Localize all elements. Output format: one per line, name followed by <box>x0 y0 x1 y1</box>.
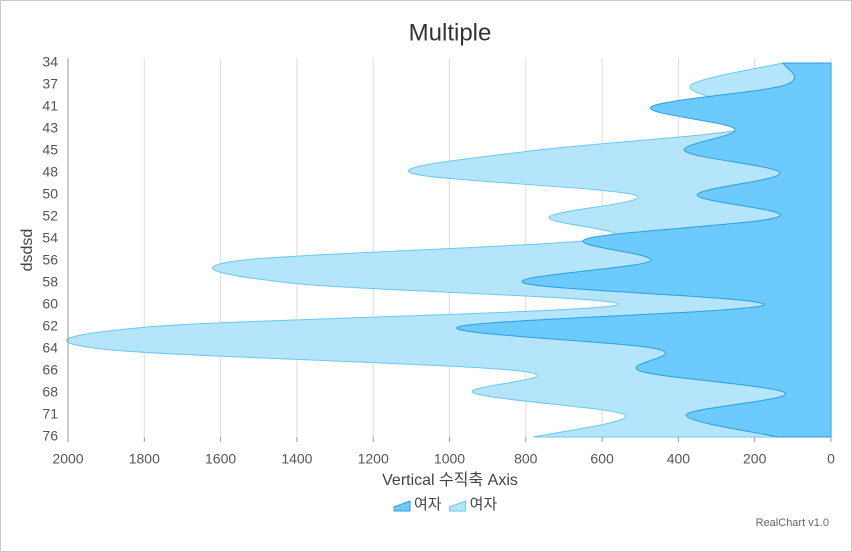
y-tick-label: 50 <box>42 186 58 202</box>
x-tick-label: 1000 <box>434 451 465 467</box>
y-tick-label: 60 <box>42 296 58 312</box>
chart-title: Multiple <box>409 19 492 46</box>
area <box>456 62 832 438</box>
legend-label: 여자 <box>470 496 498 513</box>
y-tick-label: 71 <box>42 406 58 422</box>
y-tick-label: 45 <box>42 142 58 158</box>
x-axis-title: Vertical 수직축 Axis <box>382 471 518 489</box>
x-tick-label: 1400 <box>281 451 312 467</box>
y-tick-label: 68 <box>42 384 58 400</box>
x-tick-label: 1600 <box>205 451 236 467</box>
y-tick-label: 34 <box>42 54 58 70</box>
y-tick-label: 52 <box>42 208 58 224</box>
y-tick-label: 66 <box>42 362 58 378</box>
y-tick-label: 56 <box>42 252 58 268</box>
legend-swatch <box>393 500 411 512</box>
x-tick-label: 800 <box>514 451 538 467</box>
y-tick-label: 76 <box>42 428 58 444</box>
x-tick-label: 600 <box>590 451 614 467</box>
x-tick-label: 200 <box>743 451 767 467</box>
legend-swatch <box>449 500 467 512</box>
y-tick-label: 41 <box>42 98 58 114</box>
y-tick-label: 48 <box>42 164 58 180</box>
axes: 2000 1800 1600 1400 1200 1000 800 600 400 200 0343… <box>42 54 835 467</box>
x-tick-label: 0 <box>827 451 835 467</box>
y-tick-label: 54 <box>42 230 58 246</box>
y-tick-label: 58 <box>42 274 58 290</box>
y-tick-label: 37 <box>42 76 58 92</box>
x-tick-label: 1200 <box>358 451 389 467</box>
legend-item[interactable]: 여자 <box>393 496 442 513</box>
plot <box>66 62 832 438</box>
legend: 여자 여자 <box>393 496 498 513</box>
y-tick-label: 43 <box>42 120 58 136</box>
credits: RealChart v1.0 <box>756 517 829 529</box>
x-tick-label: 1800 <box>129 451 160 467</box>
x-tick-label: 400 <box>667 451 691 467</box>
y-tick-label: 62 <box>42 318 58 334</box>
legend-item[interactable]: 여자 <box>449 496 498 513</box>
x-tick-label: 2000 <box>52 451 83 467</box>
y-tick-label: 64 <box>42 340 58 356</box>
legend-label: 여자 <box>414 496 442 513</box>
y-axis-title: dsdsd <box>19 229 36 272</box>
